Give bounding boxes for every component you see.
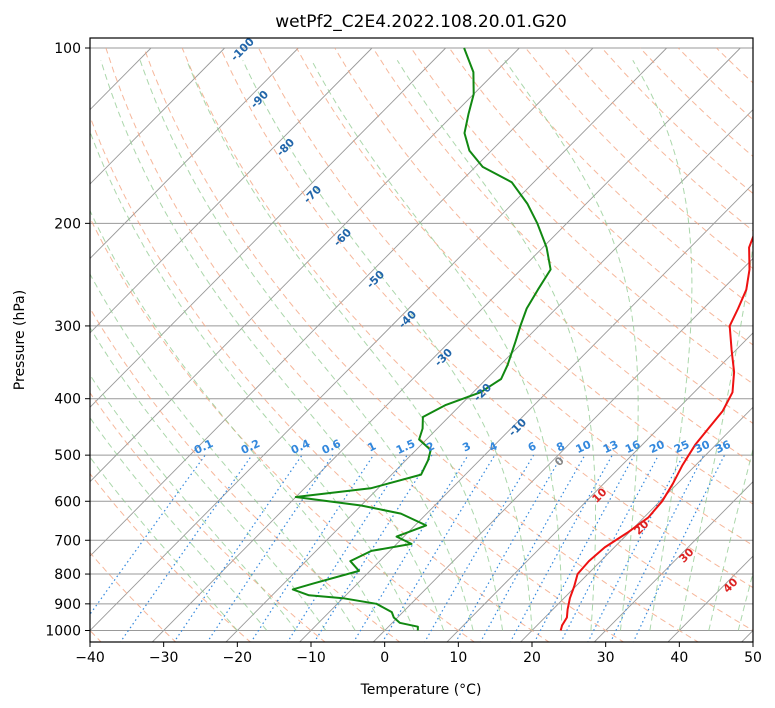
x-axis-label: Temperature (°C) bbox=[360, 682, 482, 698]
mixing-ratio-line-3 bbox=[206, 454, 334, 642]
dry-adiabat-110 bbox=[410, 47, 753, 385]
x-tick-label-40: 40 bbox=[670, 650, 688, 666]
temperature-line bbox=[559, 234, 753, 631]
y-tick-label-600: 600 bbox=[54, 494, 81, 510]
y-axis-label: Pressure (hPa) bbox=[12, 290, 28, 390]
axes: −40 −30 −20 −10 0 10 20 30 40 50 100 200 300 400 500 60… bbox=[45, 41, 762, 666]
mixing-ratio-line-1 bbox=[119, 454, 253, 642]
moist-adiabat-32 bbox=[504, 60, 639, 631]
y-tick-label-200: 200 bbox=[54, 216, 81, 232]
mixing-ratio-label-15: 25 bbox=[672, 438, 691, 456]
moist-adiabat--12 bbox=[90, 374, 297, 631]
moist-adiabat-28 bbox=[396, 60, 596, 631]
isotherm--70 bbox=[90, 47, 446, 408]
dry-adiabat--10 bbox=[90, 391, 326, 642]
moist-adiabat--4 bbox=[90, 273, 356, 631]
isotherm--40 bbox=[90, 47, 667, 632]
mixing-ratio-line-4 bbox=[250, 454, 374, 642]
dry-adiabat-30 bbox=[105, 47, 625, 642]
moist-adiabat--20 bbox=[90, 456, 238, 631]
x-tick-label--30: −30 bbox=[149, 650, 179, 666]
x-tick-label--10: −10 bbox=[296, 650, 326, 666]
moist-adiabat-48 bbox=[737, 571, 753, 631]
y-tick-label-1000: 1000 bbox=[45, 624, 81, 640]
x-tick-label-0: 0 bbox=[380, 650, 389, 666]
mixing-ratio-line-13 bbox=[533, 454, 635, 642]
y-tick-label-300: 300 bbox=[54, 319, 81, 335]
mixing-ratio-label-13: 16 bbox=[623, 438, 643, 456]
moist-adiabat-0 bbox=[90, 209, 386, 631]
moist-adiabat-44 bbox=[708, 447, 753, 631]
dry-adiabat-120 bbox=[448, 47, 753, 346]
x-tick-label-50: 50 bbox=[744, 650, 762, 666]
mixing-ratio-label-11: 10 bbox=[574, 438, 594, 456]
chart-title: wetPf2_C2E4.2022.108.20.01.G20 bbox=[275, 12, 567, 32]
isotherm--50 bbox=[90, 47, 594, 557]
moist-adiabat-12 bbox=[139, 60, 474, 631]
isotherm--80 bbox=[90, 47, 373, 334]
dry-adiabat-60 bbox=[219, 47, 753, 589]
dry-adiabat-50 bbox=[181, 47, 753, 632]
isotherm--20 bbox=[225, 108, 753, 642]
y-tick-label-700: 700 bbox=[54, 533, 81, 549]
x-tick-label--40: −40 bbox=[75, 650, 105, 666]
mixing-ratio-line-2 bbox=[173, 454, 303, 642]
isotherm--100 bbox=[90, 47, 225, 185]
isotherm--30 bbox=[151, 47, 741, 642]
dry-adiabat-20 bbox=[90, 115, 550, 642]
moist-adiabat--16 bbox=[90, 416, 268, 631]
background-lines bbox=[90, 47, 753, 642]
x-tick-label--20: −20 bbox=[223, 650, 253, 666]
mixing-ratio-line-9 bbox=[423, 454, 535, 642]
mixing-ratio-line-5 bbox=[286, 454, 408, 642]
plot-frame bbox=[89, 37, 754, 643]
isotherm-30 bbox=[593, 481, 753, 642]
dry-adiabat-90 bbox=[334, 47, 753, 464]
mixing-ratio-label-17: 36 bbox=[713, 438, 733, 456]
x-tick-label-20: 20 bbox=[523, 650, 541, 666]
y-tick-label-400: 400 bbox=[54, 392, 81, 408]
mixing-ratio-label-12: 13 bbox=[601, 438, 620, 456]
dry-adiabat-70 bbox=[258, 47, 753, 547]
x-tick-label-30: 30 bbox=[597, 650, 615, 666]
y-tick-label-100: 100 bbox=[54, 41, 81, 57]
dry-adiabat-100 bbox=[372, 47, 753, 424]
y-tick-label-900: 900 bbox=[54, 597, 81, 613]
dry-adiabat--20 bbox=[90, 472, 252, 642]
mixing-ratio-label-16: 30 bbox=[693, 438, 713, 456]
mixing-ratio-line-14 bbox=[560, 454, 660, 642]
data-lines bbox=[291, 47, 753, 631]
mixing-ratio-label-14: 20 bbox=[647, 438, 667, 456]
x-tick-label-10: 10 bbox=[449, 650, 467, 666]
dry-adiabat-80 bbox=[296, 47, 753, 505]
y-tick-label-800: 800 bbox=[54, 567, 81, 583]
y-tick-label-500: 500 bbox=[54, 448, 81, 464]
dry-adiabat-40 bbox=[143, 47, 700, 642]
moist-adiabat-8 bbox=[100, 60, 445, 631]
isotherm-10 bbox=[446, 332, 753, 642]
isotherm--90 bbox=[90, 47, 299, 260]
mixing-ratio-line-15 bbox=[587, 454, 684, 642]
isotherm-20 bbox=[519, 406, 753, 642]
mixing-ratio-line-10 bbox=[455, 454, 563, 642]
isotherm-0 bbox=[372, 257, 753, 642]
mixing-ratio-line-6 bbox=[313, 454, 433, 642]
dewpoint-line bbox=[291, 47, 552, 631]
moist-adiabat-20 bbox=[242, 60, 533, 631]
moist-adiabat-4 bbox=[90, 130, 415, 631]
isotherm--60 bbox=[90, 47, 520, 483]
moist-adiabat-16 bbox=[186, 60, 503, 631]
